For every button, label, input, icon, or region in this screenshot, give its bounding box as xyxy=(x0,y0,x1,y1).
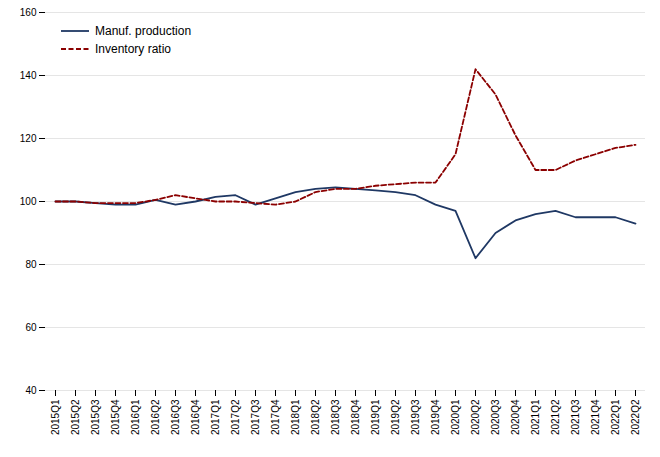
svg-text:80: 80 xyxy=(25,259,37,270)
svg-text:2019Q3: 2019Q3 xyxy=(410,399,421,435)
svg-text:2015Q3: 2015Q3 xyxy=(90,399,101,435)
svg-text:2020Q4: 2020Q4 xyxy=(510,399,521,435)
svg-text:2015Q2: 2015Q2 xyxy=(70,399,81,435)
svg-text:2016Q4: 2016Q4 xyxy=(190,399,201,435)
svg-text:2022Q2: 2022Q2 xyxy=(630,399,641,435)
svg-text:140: 140 xyxy=(20,70,37,81)
svg-text:2020Q2: 2020Q2 xyxy=(470,399,481,435)
svg-text:2018Q2: 2018Q2 xyxy=(310,399,321,435)
svg-text:100: 100 xyxy=(20,196,37,207)
svg-text:2019Q4: 2019Q4 xyxy=(430,399,441,435)
svg-text:2015Q4: 2015Q4 xyxy=(110,399,121,435)
svg-text:2018Q3: 2018Q3 xyxy=(330,399,341,435)
svg-text:2022Q1: 2022Q1 xyxy=(610,399,621,435)
svg-text:2019Q2: 2019Q2 xyxy=(390,399,401,435)
svg-text:40: 40 xyxy=(25,385,37,396)
html-text:Manuf. production: Manuf. production xyxy=(95,24,192,38)
svg-text:2018Q4: 2018Q4 xyxy=(350,399,361,435)
svg-text:2021Q2: 2021Q2 xyxy=(550,399,561,435)
svg-text:2021Q3: 2021Q3 xyxy=(570,399,581,435)
svg-text:2016Q3: 2016Q3 xyxy=(170,399,181,435)
svg-text:2015Q1: 2015Q1 xyxy=(50,399,61,435)
svg-text:160: 160 xyxy=(20,7,37,18)
svg-text:2018Q1: 2018Q1 xyxy=(290,399,301,435)
svg-text:2020Q3: 2020Q3 xyxy=(490,399,501,435)
svg-text:2021Q1: 2021Q1 xyxy=(530,399,541,435)
svg-text:2016Q1: 2016Q1 xyxy=(130,399,141,435)
svg-text:2017Q2: 2017Q2 xyxy=(230,399,241,435)
svg-text:120: 120 xyxy=(20,133,37,144)
svg-text:2017Q3: 2017Q3 xyxy=(250,399,261,435)
svg-text:2021Q4: 2021Q4 xyxy=(590,399,601,435)
svg-text:60: 60 xyxy=(25,322,37,333)
svg-text:2020Q1: 2020Q1 xyxy=(450,399,461,435)
svg-text:2019Q1: 2019Q1 xyxy=(370,399,381,435)
svg-text:2017Q1: 2017Q1 xyxy=(210,399,221,435)
svg-text:2016Q2: 2016Q2 xyxy=(150,399,161,435)
svg-text:2017Q4: 2017Q4 xyxy=(270,399,281,435)
html-text:Inventory ratio: Inventory ratio xyxy=(95,42,171,56)
